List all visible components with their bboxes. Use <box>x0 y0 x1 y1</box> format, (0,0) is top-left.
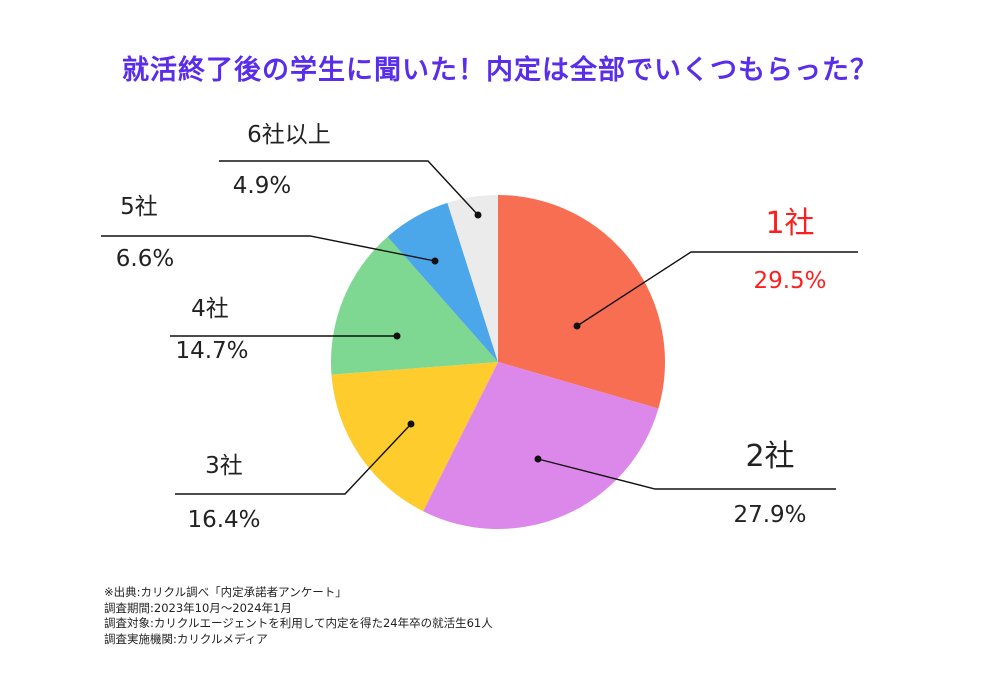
pie-slice-5 <box>387 202 498 362</box>
pie-slice-6 <box>447 195 498 362</box>
slice-value-2: 27.9% <box>733 502 806 528</box>
chart-title: 就活終了後の学生に聞いた！内定は全部でいくつもらった？ <box>122 55 878 86</box>
note-organization: 調査実施機関:カリクルメディア <box>104 631 268 646</box>
leader-line-2 <box>537 458 836 490</box>
note-target: 調査対象:カリクルエージェントを利用して内定を得た24年卒の就活生61人 <box>104 616 493 630</box>
leader-line-3 <box>175 423 412 495</box>
slice-value-1: 29.5% <box>753 268 826 294</box>
slice-label-5: 5社 <box>120 194 158 220</box>
slice-label-2: 2社 <box>745 439 794 474</box>
pie-slices <box>330 195 666 529</box>
pie-slice-4 <box>330 236 498 375</box>
note-period: 調査期間:2023年10月〜2024年1月 <box>104 600 292 615</box>
slice-label-1: 1社 <box>765 206 814 241</box>
pie-slice-3 <box>331 362 498 512</box>
leader-line-6 <box>219 160 479 216</box>
leader-line-1 <box>576 251 858 327</box>
source-notes: ※出典:カリクル調べ「内定承諾者アンケート」 調査期間:2023年10月〜202… <box>104 585 493 647</box>
slice-label-3: 3社 <box>205 453 243 479</box>
leader-dot-6 <box>474 211 482 219</box>
pie-slice-1 <box>498 195 666 409</box>
slice-value-5: 6.6% <box>116 246 174 272</box>
leader-dot-3 <box>407 420 415 428</box>
leader-dot-4 <box>393 332 401 340</box>
slice-labels: 1社 29.5% 2社 27.9% 3社 16.4% 4社 14.7% 5社 6.6% 6社以上 4.… <box>116 122 827 533</box>
pie-slice-2 <box>423 362 659 529</box>
slice-value-6: 4.9% <box>233 173 291 199</box>
leader-line-5 <box>101 235 436 262</box>
slice-value-4: 14.7% <box>175 338 248 364</box>
leader-dot-2 <box>534 455 542 463</box>
leader-dot-5 <box>431 257 439 265</box>
slice-label-6: 6社以上 <box>247 122 331 148</box>
slice-value-3: 16.4% <box>187 507 260 533</box>
leader-lines <box>101 160 858 495</box>
note-source: ※出典:カリクル調べ「内定承諾者アンケート」 <box>104 585 347 599</box>
slice-label-4: 4社 <box>191 296 229 322</box>
leader-dot-1 <box>573 322 581 330</box>
